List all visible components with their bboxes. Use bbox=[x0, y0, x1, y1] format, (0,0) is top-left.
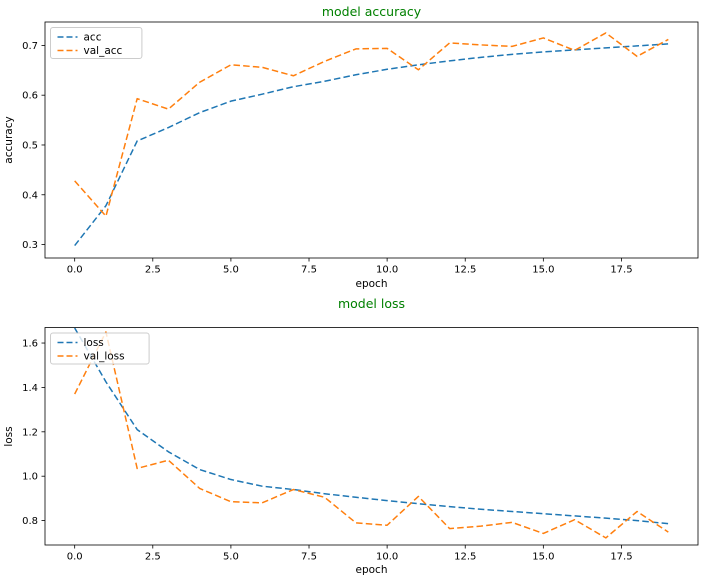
y-tick-label: 0.6 bbox=[22, 91, 38, 102]
y-tick-label: 0.4 bbox=[22, 190, 38, 201]
legend-label-loss: loss bbox=[84, 337, 104, 349]
y-tick-label: 1.4 bbox=[22, 383, 38, 394]
x-tick-label: 2.5 bbox=[145, 265, 161, 276]
loss-chart-title: model loss bbox=[338, 296, 405, 311]
legend: loss val_loss bbox=[50, 332, 150, 365]
val_acc-line bbox=[74, 32, 669, 217]
accuracy-x-axis-label: epoch bbox=[356, 278, 388, 290]
legend-label-acc: acc bbox=[84, 32, 102, 44]
val_loss-line bbox=[74, 331, 669, 539]
loss-plot-area: 0.0 2.5 5.0 7.5 10.0 12.5 15.0 17.5 0.8 1.0 1.2 1.4… bbox=[22, 327, 699, 563]
x-tick-label: 17.5 bbox=[610, 265, 632, 276]
y-tick-label: 0.3 bbox=[22, 240, 38, 251]
y-tick-label: 0.8 bbox=[22, 516, 38, 527]
axes-border bbox=[44, 21, 699, 259]
loss-y-axis-label: loss bbox=[3, 426, 15, 446]
accuracy-y-axis-label: accuracy bbox=[3, 116, 15, 163]
x-tick-label: 0.0 bbox=[67, 552, 83, 563]
axes-border bbox=[44, 327, 699, 546]
accuracy-chart: 0.0 2.5 5.0 7.5 10.0 12.5 15.0 17.5 0.3 0.4 0.5 0.6… bbox=[3, 4, 699, 290]
x-tick-label: 12.5 bbox=[454, 265, 476, 276]
loss-x-axis-label: epoch bbox=[356, 564, 388, 576]
legend-label-val_acc: val_acc bbox=[84, 45, 123, 57]
x-tick-label: 15.0 bbox=[532, 265, 554, 276]
x-tick-label: 2.5 bbox=[145, 552, 161, 563]
x-tick-label: 12.5 bbox=[454, 552, 476, 563]
x-tick-label: 7.5 bbox=[301, 265, 317, 276]
legend-label-val_loss: val_loss bbox=[84, 351, 125, 363]
y-tick-label: 1.0 bbox=[22, 472, 38, 483]
x-tick-label: 10.0 bbox=[376, 265, 398, 276]
acc-line bbox=[74, 43, 669, 247]
loss-line bbox=[74, 327, 669, 525]
accuracy-plot-area: 0.0 2.5 5.0 7.5 10.0 12.5 15.0 17.5 0.3 0.4 0.5 0.6… bbox=[22, 21, 699, 276]
y-tick-label: 1.6 bbox=[22, 339, 38, 350]
y-tick-label: 0.5 bbox=[22, 140, 38, 151]
loss-chart: 0.0 2.5 5.0 7.5 10.0 12.5 15.0 17.5 0.8 1.0 1.2 1.4… bbox=[3, 296, 699, 576]
y-tick-label: 1.2 bbox=[22, 427, 38, 438]
x-tick-label: 17.5 bbox=[610, 552, 632, 563]
x-tick-label: 15.0 bbox=[532, 552, 554, 563]
y-tick-label: 0.7 bbox=[22, 41, 38, 52]
x-tick-label: 5.0 bbox=[223, 265, 239, 276]
legend-box bbox=[50, 27, 143, 59]
x-tick-label: 7.5 bbox=[301, 552, 317, 563]
legend-box bbox=[50, 332, 150, 365]
accuracy-chart-title: model accuracy bbox=[322, 4, 422, 19]
x-tick-label: 0.0 bbox=[67, 265, 83, 276]
x-tick-label: 5.0 bbox=[223, 552, 239, 563]
x-tick-label: 10.0 bbox=[376, 552, 398, 563]
